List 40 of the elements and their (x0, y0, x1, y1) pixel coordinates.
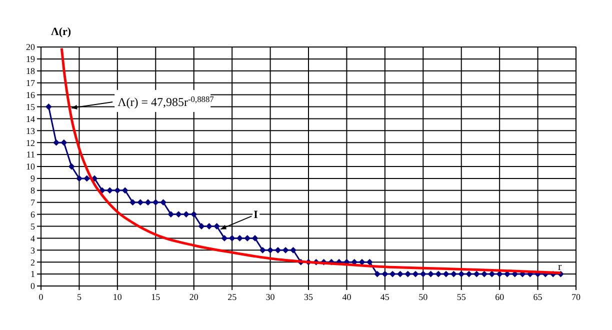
y-tick-label: 12 (26, 138, 35, 148)
y-tick-label: 4 (30, 233, 36, 244)
y-tick-label: 20 (26, 42, 36, 52)
x-tick-label: 10 (112, 292, 122, 302)
x-tick-label: 35 (304, 292, 314, 302)
y-tick-label: 17 (26, 78, 36, 88)
y-tick-label: 7 (30, 198, 36, 208)
y-tick-label: 15 (26, 102, 36, 112)
series-label: I (254, 209, 258, 222)
annotation: Λ(r) = 47,985r$^{-0,8887}$ (118, 94, 214, 109)
y-tick-label: 3 (30, 245, 36, 256)
x-axis-title: r (558, 261, 562, 273)
y-tick-label: 6 (30, 209, 36, 220)
x-tick-label: 70 (572, 292, 581, 302)
y-tick-label: 13 (26, 126, 36, 136)
y-tick-label: 1 (30, 269, 35, 280)
y-tick-label: 16 (26, 90, 36, 100)
x-tick-label: 0 (38, 292, 44, 302)
x-tick-label: 30 (266, 292, 276, 302)
y-tick-label: 9 (30, 174, 36, 184)
x-tick-label: 60 (495, 292, 505, 302)
x-tick-label: 50 (418, 292, 428, 302)
y-axis-title: Λ(r) (51, 26, 72, 38)
y-tick-label: 10 (26, 162, 36, 172)
x-tick-label: 20 (189, 292, 199, 302)
y-tick-label: 19 (26, 54, 36, 64)
y-tick-label: 11 (26, 150, 35, 160)
y-tick-label: 5 (30, 221, 36, 232)
x-tick-label: 15 (151, 292, 161, 302)
y-tick-label: 8 (30, 186, 36, 196)
y-tick-label: 18 (26, 66, 36, 76)
x-tick-label: 5 (76, 292, 82, 302)
x-tick-label: 45 (380, 292, 390, 302)
y-tick-label: 14 (26, 114, 36, 124)
x-tick-label: 65 (533, 292, 543, 302)
y-tick-label: 2 (30, 257, 35, 268)
x-tick-label: 40 (342, 292, 352, 302)
y-tick-label: 0 (30, 281, 36, 292)
x-tick-label: 55 (456, 292, 466, 302)
x-tick-label: 25 (228, 292, 238, 302)
